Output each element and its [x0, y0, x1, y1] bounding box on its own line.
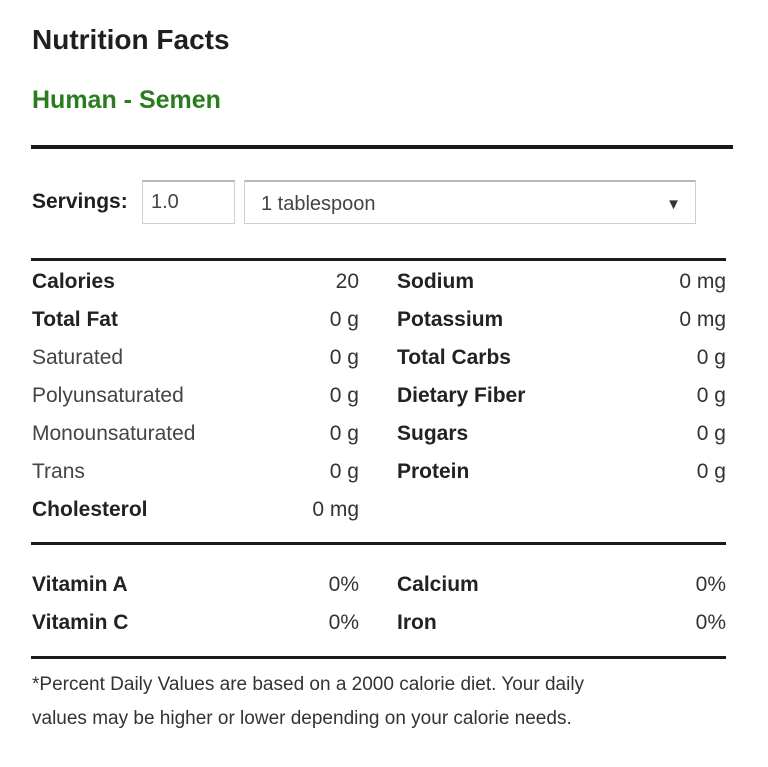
- vitamin-label: Vitamin A: [32, 573, 128, 596]
- serving-unit-value: 1 tablespoon: [261, 193, 376, 215]
- vitamins-top-divider: [31, 542, 726, 545]
- footnote-line-1: *Percent Daily Values are based on a 200…: [32, 674, 585, 695]
- nutrient-row-monounsaturated: Monounsaturated 0 g: [32, 419, 359, 449]
- nutrient-value: 0 g: [329, 384, 359, 407]
- nutrient-row-cholesterol: Cholesterol 0 mg: [32, 495, 359, 525]
- nutrient-value: 0 g: [696, 460, 726, 483]
- nutrient-row-polyunsaturated: Polyunsaturated 0 g: [32, 381, 359, 411]
- nutrient-value: 20: [335, 270, 359, 293]
- nutrient-value: 0 g: [329, 460, 359, 483]
- nutrient-value: 0 g: [329, 422, 359, 445]
- vitamin-row-calcium: Calcium 0%: [397, 570, 726, 600]
- nutrient-row-total-fat: Total Fat 0 g: [32, 305, 359, 335]
- vitamin-label: Vitamin C: [32, 611, 129, 634]
- nutrient-value: 0 g: [696, 384, 726, 407]
- nutrient-label: Total Fat: [32, 308, 118, 331]
- page-title: Nutrition Facts: [32, 24, 230, 55]
- vitamin-label: Iron: [397, 611, 437, 634]
- nutrient-value: 0 g: [696, 346, 726, 369]
- nutrient-label: Cholesterol: [32, 498, 148, 521]
- vitamin-value: 0%: [695, 573, 726, 596]
- nutrient-value: 0 mg: [679, 270, 726, 293]
- vitamin-row-vitamin-a: Vitamin A 0%: [32, 570, 359, 600]
- nutrient-label: Protein: [397, 460, 470, 483]
- food-name: Human - Semen: [32, 86, 221, 114]
- nutrient-row-dietary-fiber: Dietary Fiber 0 g: [397, 381, 726, 411]
- nutrient-label: Polyunsaturated: [32, 384, 184, 407]
- nutrient-label: Saturated: [32, 346, 124, 369]
- nutrient-label: Total Carbs: [397, 346, 511, 369]
- nutrient-value: 0 mg: [312, 498, 359, 521]
- nutrient-row-protein: Protein 0 g: [397, 457, 726, 487]
- vitamin-value: 0%: [328, 611, 359, 634]
- nutrient-label: Sodium: [397, 270, 474, 293]
- nutrient-label: Trans: [32, 460, 85, 483]
- nutrient-value: 0 mg: [679, 308, 726, 331]
- vitamin-row-iron: Iron 0%: [397, 608, 726, 638]
- servings-row: Servings: 1 tablespoon ▼: [32, 180, 732, 228]
- nutrient-value: 0 g: [329, 308, 359, 331]
- nutrient-row-potassium: Potassium 0 mg: [397, 305, 726, 335]
- servings-label: Servings:: [32, 190, 128, 213]
- nutrient-row-total-carbs: Total Carbs 0 g: [397, 343, 726, 373]
- triangle-down-icon: ▼: [666, 196, 681, 213]
- nutrient-row-trans: Trans 0 g: [32, 457, 359, 487]
- top-divider: [31, 145, 733, 149]
- servings-quantity-input[interactable]: [142, 180, 235, 224]
- vitamin-row-vitamin-c: Vitamin C 0%: [32, 608, 359, 638]
- vitamin-value: 0%: [695, 611, 726, 634]
- nutrient-label: Dietary Fiber: [397, 384, 526, 407]
- vitamin-value: 0%: [328, 573, 359, 596]
- serving-unit-select[interactable]: 1 tablespoon ▼: [244, 180, 696, 224]
- nutrients-top-divider: [31, 258, 726, 261]
- nutrient-row-sodium: Sodium 0 mg: [397, 267, 726, 297]
- footnote-line-2: values may be higher or lower depending …: [32, 708, 572, 729]
- footnote-top-divider: [31, 656, 726, 659]
- daily-values-footnote: *Percent Daily Values are based on a 200…: [32, 668, 712, 736]
- nutrient-label: Sugars: [397, 422, 469, 445]
- nutrient-value: 0 g: [329, 346, 359, 369]
- nutrient-row-calories: Calories 20: [32, 267, 359, 297]
- nutrient-label: Calories: [32, 270, 115, 293]
- nutrient-row-sugars: Sugars 0 g: [397, 419, 726, 449]
- nutrient-label: Potassium: [397, 308, 504, 331]
- nutrient-label: Monounsaturated: [32, 422, 196, 445]
- nutrient-row-saturated: Saturated 0 g: [32, 343, 359, 373]
- nutrient-value: 0 g: [696, 422, 726, 445]
- vitamin-label: Calcium: [397, 573, 479, 596]
